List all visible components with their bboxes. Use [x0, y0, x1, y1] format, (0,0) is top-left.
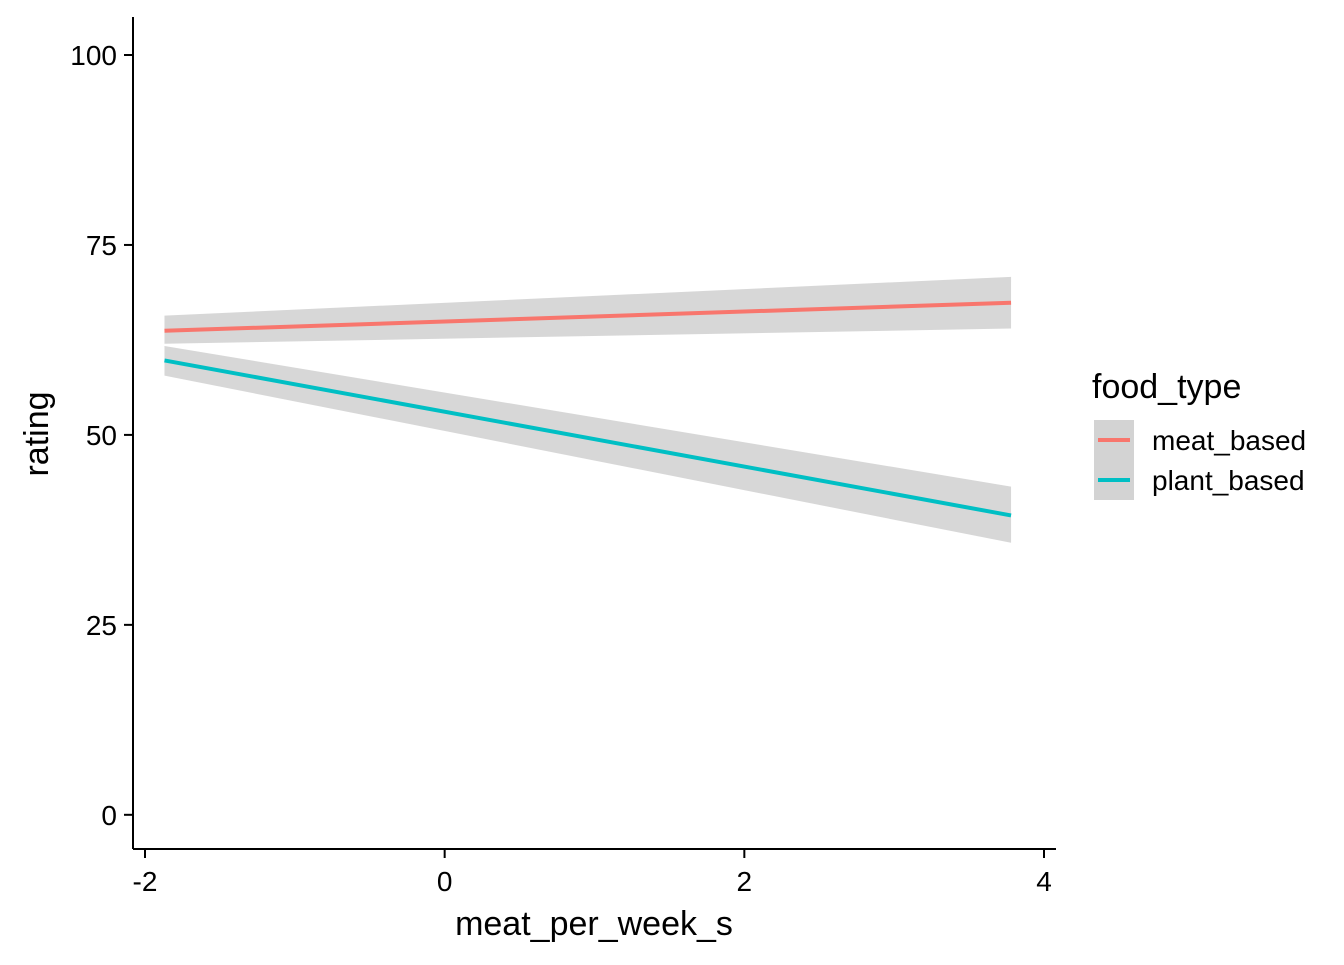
x-tick-label: -2	[133, 866, 158, 897]
x-tick-label: 2	[737, 866, 753, 897]
legend-label: plant_based	[1152, 465, 1305, 496]
y-tick-label: 50	[86, 420, 117, 451]
ribbons-layer	[164, 276, 1012, 543]
axes-layer	[132, 17, 1056, 850]
y-tick-label: 75	[86, 230, 117, 261]
lines-layer	[164, 300, 1012, 518]
legend-item-meat_based: meat_based	[1094, 420, 1306, 460]
y-axis-title: rating	[18, 391, 56, 476]
series-line-plant_based	[164, 358, 1012, 518]
legend-title: food_type	[1092, 368, 1241, 406]
legend-item-plant_based: plant_based	[1094, 460, 1305, 500]
ticks-layer: -2 0 2 4 0 25 50 75 100	[70, 40, 1052, 897]
x-tick-label: 4	[1036, 866, 1052, 897]
y-tick-label: 0	[101, 800, 117, 831]
x-tick-label: 0	[437, 866, 453, 897]
ci-ribbon-plant_based	[164, 346, 1012, 543]
y-tick-label: 25	[86, 610, 117, 641]
y-tick-label: 100	[70, 40, 117, 71]
ci-ribbon-meat_based	[164, 276, 1012, 344]
x-axis-title: meat_per_week_s	[455, 905, 733, 943]
legend: food_type meat_based plant_based	[1092, 368, 1306, 500]
series-line-meat_based	[164, 300, 1012, 333]
legend-label: meat_based	[1152, 425, 1306, 456]
legend-items: meat_based plant_based	[1094, 420, 1306, 500]
